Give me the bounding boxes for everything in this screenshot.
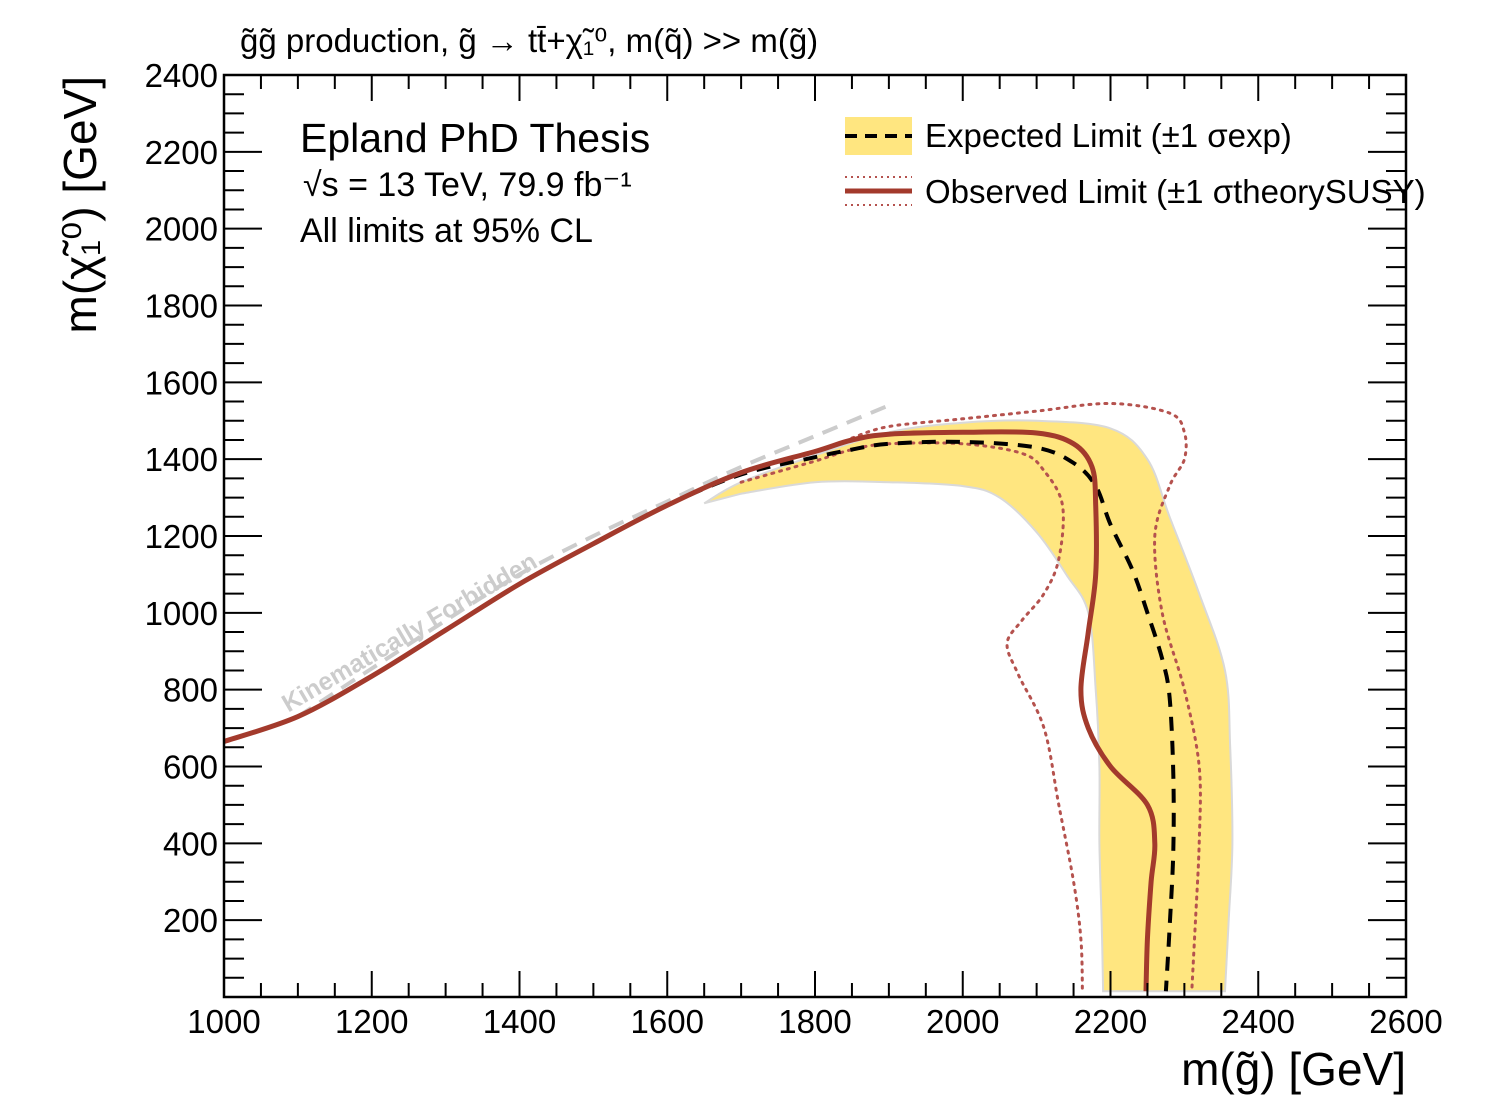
y-tick-label: 2000: [145, 211, 218, 248]
y-tick-label: 400: [163, 825, 218, 862]
expected-limit-band-layer: [703, 419, 1234, 993]
y-tick-label: 1600: [145, 364, 218, 401]
y-axis-title: m(χ̃₁⁰) [GeV]: [54, 76, 106, 333]
x-tick-label: 1200: [335, 1003, 408, 1040]
kinematic-boundary-line: [296, 403, 890, 719]
chart-title: g̃g̃ production, g̃ → tt̄+χ̃₁⁰, m(q̃) >>…: [240, 22, 818, 59]
y-tick-label: 1400: [145, 441, 218, 478]
y-tick-label: 2200: [145, 134, 218, 171]
y-tick-label: 800: [163, 672, 218, 709]
tick-labels-layer: 1000 1200 1400 1600 1800 2000 2200 2400 2600 200 4…: [145, 57, 1443, 1040]
energy-lumi-label: √s = 13 TeV, 79.9 fb⁻¹: [303, 166, 632, 204]
limit-curves-layer: [224, 401, 1202, 993]
x-axis-title: m(g̃) [GeV]: [1181, 1043, 1406, 1095]
observed-limit-plus-theory-line: [850, 401, 1202, 993]
y-tick-label: 200: [163, 902, 218, 939]
x-tick-label: 1400: [483, 1003, 556, 1040]
legend: Expected Limit (±1 σexp) Observed Limit …: [845, 117, 1426, 210]
x-tick-label: 2600: [1369, 1003, 1442, 1040]
legend-observed-label: Observed Limit (±1 σtheorySUSY): [925, 173, 1426, 210]
experiment-label: Epland PhD Thesis: [300, 115, 650, 161]
observed-limit-line: [224, 429, 1158, 992]
x-tick-label: 2200: [1074, 1003, 1147, 1040]
confidence-level-label: All limits at 95% CL: [300, 212, 593, 250]
x-tick-label: 2000: [926, 1003, 999, 1040]
expected-limit-band: [703, 419, 1234, 993]
x-tick-label: 2400: [1222, 1003, 1295, 1040]
y-tick-label: 2400: [145, 57, 218, 94]
y-tick-label: 1200: [145, 518, 218, 555]
legend-expected-label: Expected Limit (±1 σexp): [925, 117, 1292, 154]
kinematically-forbidden-label: Kinematically Forbidden: [277, 547, 542, 718]
y-tick-label: 600: [163, 749, 218, 786]
x-tick-label: 1800: [778, 1003, 851, 1040]
x-tick-label: 1600: [631, 1003, 704, 1040]
x-tick-label: 1000: [187, 1003, 260, 1040]
y-tick-label: 1800: [145, 288, 218, 325]
axis-ticks-layer: [223, 74, 1407, 998]
y-tick-label: 1000: [145, 595, 218, 632]
